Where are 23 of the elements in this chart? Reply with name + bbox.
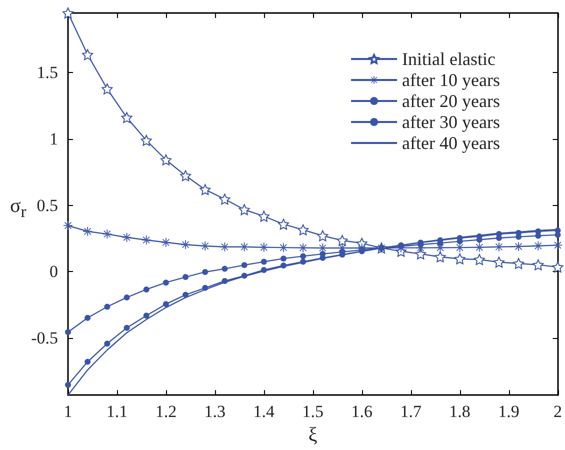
- y-tick-label: -0.5: [31, 328, 58, 348]
- legend-label: after 30 years: [402, 112, 500, 132]
- x-tick-label: 1.6: [351, 402, 372, 422]
- legend-label: Initial elastic: [402, 49, 496, 69]
- x-tick-label: 1.1: [106, 402, 128, 422]
- x-tick-label: 2: [554, 402, 562, 422]
- legend-label: after 10 years: [402, 70, 500, 90]
- legend-label: after 40 years: [402, 133, 500, 153]
- y-tick-label: 0.5: [36, 196, 58, 215]
- x-tick-label: 1.8: [449, 402, 470, 422]
- legend-label: after 20 years: [402, 91, 500, 111]
- y-axis-title: σ$_{r}$: [10, 195, 26, 223]
- x-tick-label: 1.5: [302, 402, 324, 422]
- x-tick-label: 1.2: [155, 402, 177, 422]
- y-tick-label: 1.5: [36, 63, 58, 82]
- x-axis-title: ξ: [308, 424, 318, 446]
- x-tick-label: 1.3: [204, 402, 226, 422]
- x-tick-label: 1.7: [400, 402, 422, 422]
- y-tick-label: 0: [50, 262, 58, 282]
- x-tick-label: 1.4: [253, 402, 276, 422]
- x-tick-label: 1: [64, 402, 72, 422]
- x-tick-label: 1.9: [498, 402, 520, 422]
- y-tick-label: 1: [50, 130, 58, 149]
